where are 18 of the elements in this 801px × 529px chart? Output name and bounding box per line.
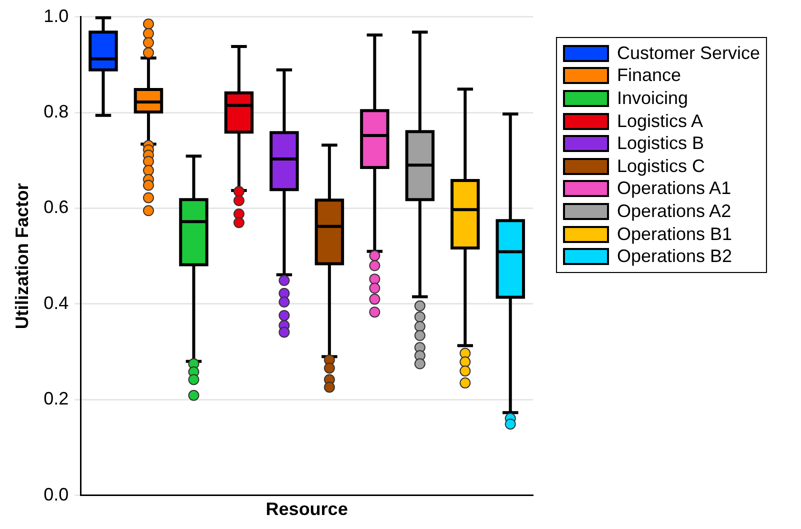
y-tick-label: 1.0 xyxy=(44,6,69,26)
legend-label: Logistics B xyxy=(617,133,704,154)
legend-label: Finance xyxy=(617,65,682,86)
legend-label: Operations A1 xyxy=(617,178,732,200)
x-axis-title: Resource xyxy=(266,499,348,520)
y-tick-label: 0.0 xyxy=(44,484,69,504)
legend-label: Customer Service xyxy=(617,42,760,64)
legend-label: Operations A2 xyxy=(617,200,732,222)
y-tick-label: 0.6 xyxy=(44,197,69,218)
legend-label: Invoicing xyxy=(617,88,688,109)
y-tick-label: 0.4 xyxy=(44,292,69,313)
legend-label: Operations B1 xyxy=(617,224,732,245)
y-tick-label: 0.2 xyxy=(44,388,69,409)
legend-label: Logistics A xyxy=(617,110,704,132)
legend-label: Operations B2 xyxy=(617,246,732,268)
y-axis-title: Utilization Factor xyxy=(12,183,32,330)
y-tick-label: 0.8 xyxy=(44,101,69,122)
legend-label: Logistics C xyxy=(617,156,706,177)
